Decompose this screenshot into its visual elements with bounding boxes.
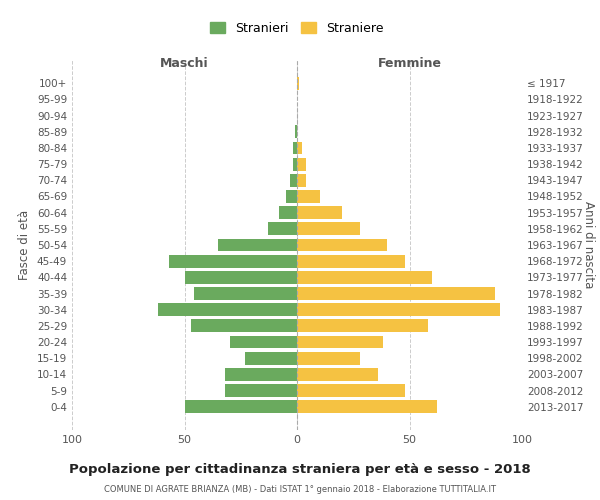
Bar <box>297 254 405 268</box>
Bar <box>290 174 297 187</box>
Text: COMUNE DI AGRATE BRIANZA (MB) - Dati ISTAT 1° gennaio 2018 - Elaborazione TUTTIT: COMUNE DI AGRATE BRIANZA (MB) - Dati IST… <box>104 485 496 494</box>
Bar <box>185 400 297 413</box>
Bar <box>297 238 387 252</box>
Bar <box>297 222 360 235</box>
Bar <box>297 303 499 316</box>
Bar <box>297 271 432 284</box>
Bar <box>297 287 495 300</box>
Bar <box>297 142 302 154</box>
Bar <box>293 158 297 170</box>
Y-axis label: Fasce di età: Fasce di età <box>19 210 31 280</box>
Bar <box>297 352 360 364</box>
Text: Maschi: Maschi <box>160 58 209 70</box>
Bar <box>297 77 299 90</box>
Bar <box>297 190 320 203</box>
Y-axis label: Anni di nascita: Anni di nascita <box>582 202 595 288</box>
Bar <box>193 287 297 300</box>
Bar <box>295 126 297 138</box>
Bar <box>297 158 306 170</box>
Bar <box>297 384 405 397</box>
Bar <box>225 384 297 397</box>
Bar <box>286 190 297 203</box>
Bar <box>191 320 297 332</box>
Bar <box>245 352 297 364</box>
Bar <box>297 320 427 332</box>
Bar <box>218 238 297 252</box>
Bar <box>297 174 306 187</box>
Bar <box>157 303 297 316</box>
Legend: Stranieri, Straniere: Stranieri, Straniere <box>206 18 388 38</box>
Bar <box>297 368 378 381</box>
Text: Femmine: Femmine <box>377 58 442 70</box>
Bar <box>297 336 383 348</box>
Bar <box>297 206 342 219</box>
Bar <box>297 400 437 413</box>
Bar <box>293 142 297 154</box>
Bar <box>225 368 297 381</box>
Bar <box>268 222 297 235</box>
Bar <box>279 206 297 219</box>
Bar <box>169 254 297 268</box>
Text: Popolazione per cittadinanza straniera per età e sesso - 2018: Popolazione per cittadinanza straniera p… <box>69 462 531 475</box>
Bar <box>229 336 297 348</box>
Bar <box>185 271 297 284</box>
